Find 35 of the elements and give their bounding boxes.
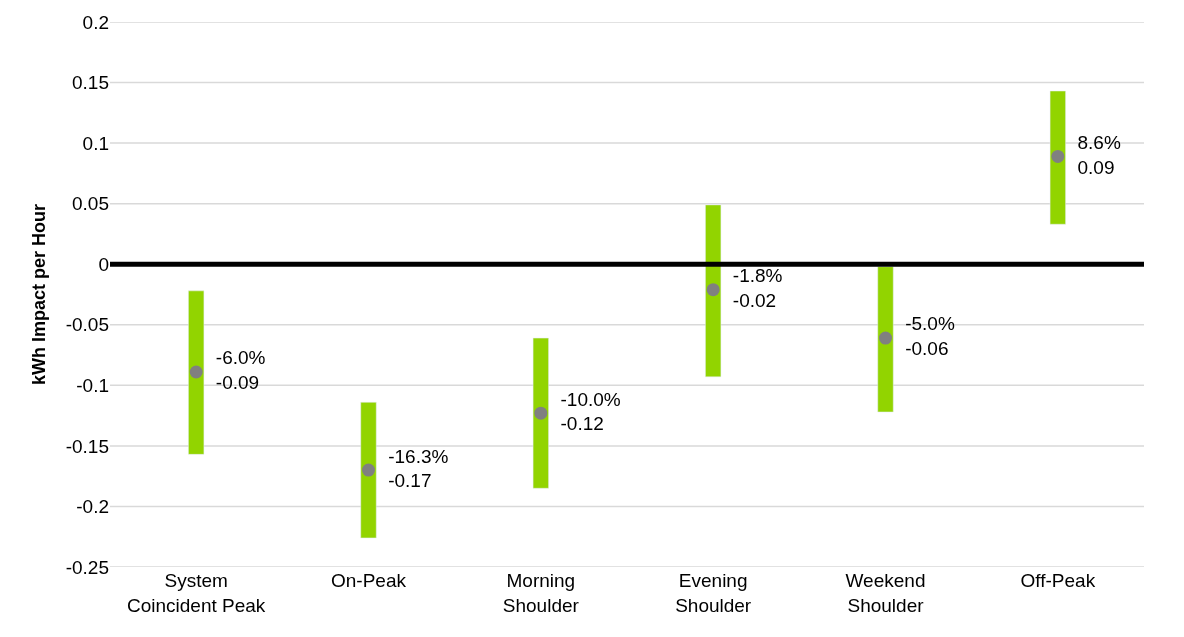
bar xyxy=(360,402,377,539)
point xyxy=(362,463,375,477)
x-tick-label: System Coincident Peak xyxy=(126,570,266,616)
bar xyxy=(188,290,205,455)
y-tick-label: -0.2 xyxy=(76,496,109,518)
data-label: -1.8% -0.02 xyxy=(722,265,783,311)
bar xyxy=(532,337,549,489)
y-tick-label: -0.05 xyxy=(65,314,109,336)
point xyxy=(706,283,720,297)
bar xyxy=(1049,90,1066,225)
x-tick-label: Off-Peak xyxy=(1020,570,1096,591)
x-tick-label: Weekend Shoulder xyxy=(845,570,926,616)
y-tick-label: 0 xyxy=(98,253,109,275)
y-tick-label: -0.1 xyxy=(76,374,109,396)
y-tick-label: 0.2 xyxy=(82,11,109,33)
y-tick-label: 0.05 xyxy=(72,193,109,215)
x-tick-label: Morning Shoulder xyxy=(502,570,580,616)
y-tick-label: -0.25 xyxy=(65,556,109,578)
data-label: -16.3% -0.17 xyxy=(377,445,449,492)
bar xyxy=(705,204,722,378)
y-tick-label: 0.1 xyxy=(82,132,109,154)
point xyxy=(879,331,892,345)
point xyxy=(189,365,203,379)
bar xyxy=(877,266,894,413)
data-label: -6.0% -0.09 xyxy=(205,347,266,394)
point xyxy=(534,406,548,420)
point xyxy=(1051,149,1065,163)
data-label: 8.6% 0.09 xyxy=(1066,131,1121,178)
data-label: -5.0% -0.06 xyxy=(894,313,955,360)
y-tick-label: 0.15 xyxy=(72,72,109,94)
x-tick-label: On-Peak xyxy=(331,570,407,591)
x-tick-label: Evening Shoulder xyxy=(675,570,752,616)
data-label: -10.0% -0.12 xyxy=(549,388,621,435)
y-tick-label: -0.15 xyxy=(65,435,109,457)
y-axis-title: kWh Impact per Hour xyxy=(28,203,49,386)
